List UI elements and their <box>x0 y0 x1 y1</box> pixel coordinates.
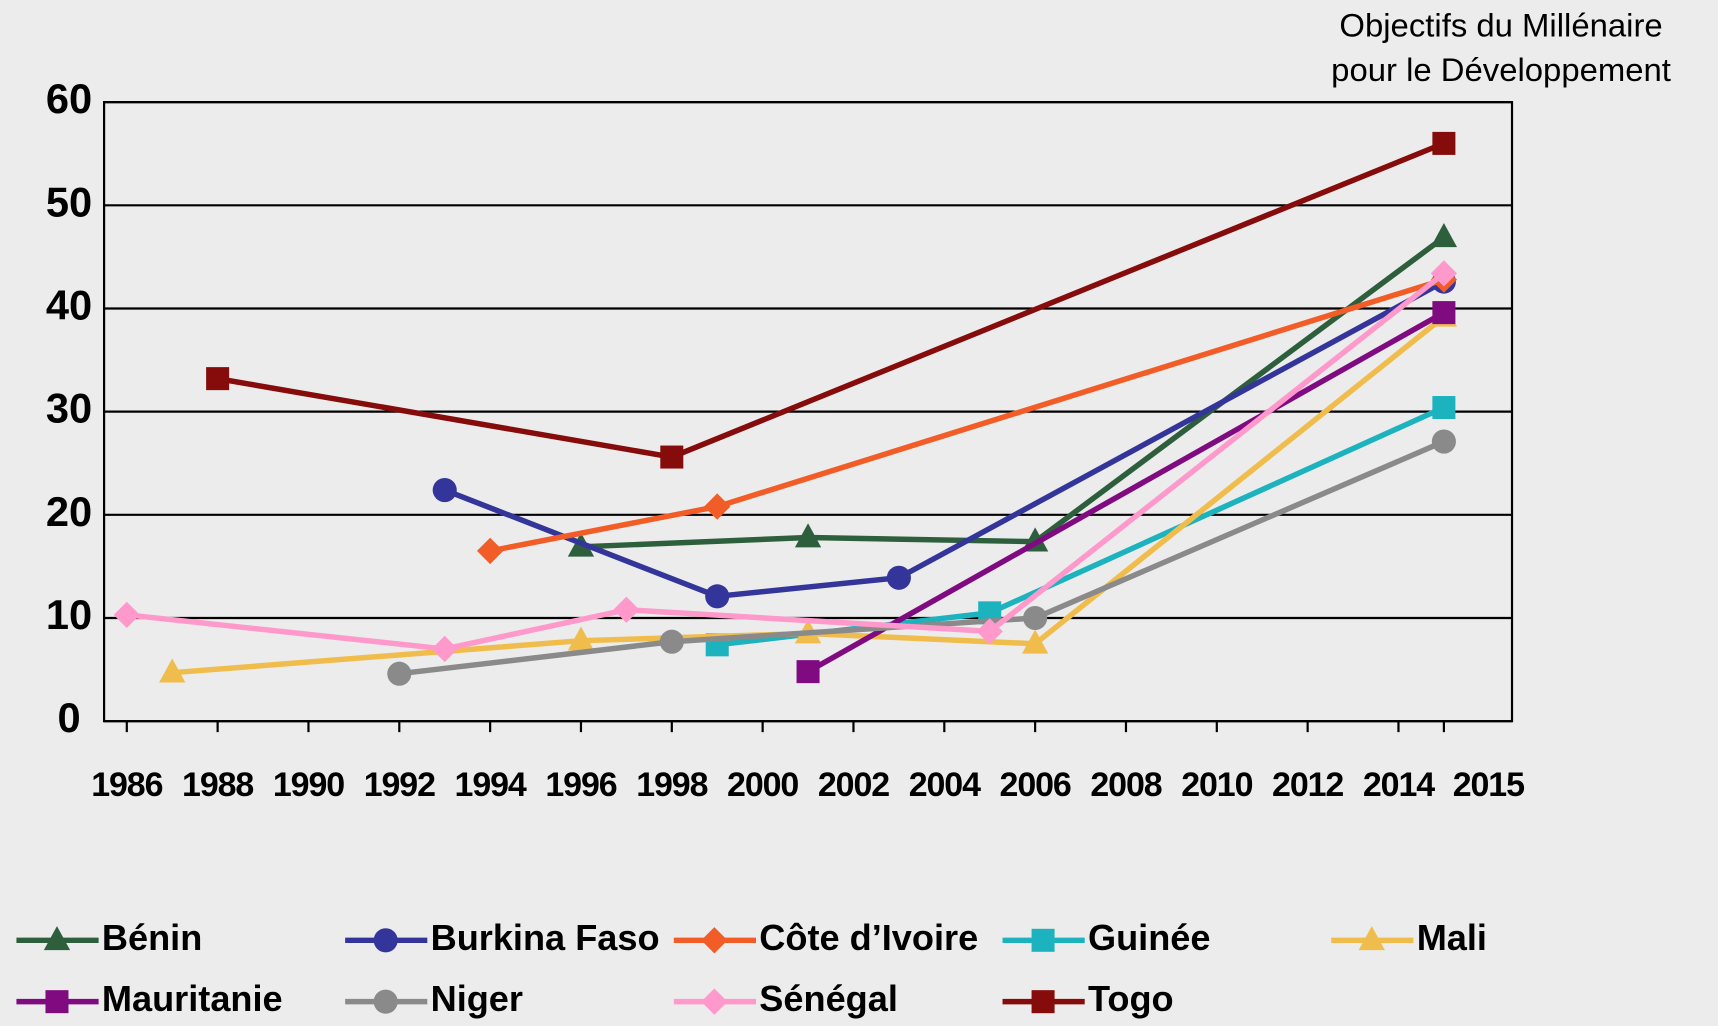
marker <box>796 660 820 684</box>
marker <box>886 565 911 590</box>
legend-label: Burkina Faso <box>431 917 660 958</box>
marker <box>476 537 504 565</box>
legend-item: Guinée <box>1002 917 1211 958</box>
x-tick-label: 1988 <box>182 766 253 804</box>
marker <box>431 635 458 663</box>
marker <box>705 584 730 609</box>
marker <box>373 989 398 1014</box>
marker <box>43 926 71 951</box>
annotation: pour le Développement <box>1331 51 1671 88</box>
marker <box>659 629 684 654</box>
marker <box>1432 131 1456 155</box>
x-tick-label: 2008 <box>1090 766 1161 804</box>
y-tick-label: 20 <box>46 488 92 535</box>
x-tick-label: 2010 <box>1181 766 1252 804</box>
y-tick-label: 50 <box>46 178 92 225</box>
marker <box>1432 301 1456 325</box>
x-tick-label: 2015 <box>1453 766 1524 804</box>
marker <box>373 928 398 953</box>
legend-label: Mali <box>1417 917 1487 958</box>
marker <box>1031 928 1055 952</box>
legend-item: Burkina Faso <box>345 917 660 958</box>
series <box>113 260 1458 663</box>
legend-item: Sénégal <box>673 978 898 1019</box>
y-tick-label: 60 <box>46 75 92 122</box>
legend-label: Côte d’Ivoire <box>759 917 978 958</box>
series-line <box>806 310 1446 675</box>
marker <box>976 618 1003 645</box>
marker <box>387 661 412 686</box>
legend-item: Côte d’Ivoire <box>673 917 978 958</box>
x-tick-label: 2000 <box>727 766 798 804</box>
series-line <box>489 276 1445 554</box>
x-tick-label: 1998 <box>636 766 707 804</box>
series-line <box>580 235 1446 550</box>
x-tick-label: 2004 <box>909 766 981 804</box>
x-tick-label: 1996 <box>545 766 616 804</box>
marker <box>113 601 140 629</box>
marker <box>613 596 640 623</box>
y-tick-label: 0 <box>57 694 80 741</box>
marker <box>1021 629 1049 654</box>
marker <box>432 478 457 503</box>
marker <box>45 990 69 1014</box>
series-line <box>443 279 1446 600</box>
marker <box>1031 990 1055 1014</box>
legend-label: Bénin <box>102 917 202 958</box>
marker <box>1358 926 1385 951</box>
marker <box>567 626 595 651</box>
marker <box>1430 260 1458 287</box>
x-tick-label: 2012 <box>1272 766 1343 804</box>
x-tick-label: 2014 <box>1363 766 1435 804</box>
annotation: Objectifs du Millénaire <box>1339 6 1662 43</box>
x-tick-label: 2006 <box>1000 766 1071 804</box>
series-line <box>398 439 1445 677</box>
x-tick-label: 1990 <box>273 766 344 804</box>
legend-item: Mauritanie <box>16 978 283 1019</box>
marker <box>1430 223 1458 248</box>
series <box>206 131 1456 469</box>
series <box>476 266 1458 565</box>
series <box>432 269 1456 609</box>
marker <box>1431 429 1456 454</box>
y-tick-label: 40 <box>46 281 92 328</box>
legend-item: Togo <box>1002 978 1174 1019</box>
x-tick-label: 1994 <box>455 766 527 804</box>
marker <box>159 658 186 683</box>
marker <box>701 927 728 954</box>
y-tick-label: 10 <box>46 591 92 638</box>
series <box>387 429 1456 686</box>
marker <box>660 445 684 469</box>
marker <box>1432 396 1456 420</box>
legend-item: Niger <box>345 978 523 1019</box>
legend-label: Togo <box>1088 978 1174 1019</box>
series-line <box>126 271 1446 652</box>
marker <box>1023 605 1048 631</box>
x-tick-label: 1992 <box>364 766 435 804</box>
legend-label: Guinée <box>1088 917 1211 958</box>
x-tick-label: 1986 <box>91 766 162 804</box>
legend-item: Mali <box>1331 917 1487 958</box>
series-line <box>217 140 1445 460</box>
marker <box>206 367 230 391</box>
marker <box>701 988 728 1015</box>
series <box>567 223 1458 557</box>
legend-label: Sénégal <box>759 978 898 1019</box>
series <box>796 301 1456 684</box>
legend-item: Bénin <box>16 917 202 958</box>
x-tick-label: 2002 <box>818 766 889 804</box>
y-tick-label: 30 <box>46 385 92 432</box>
legend-label: Mauritanie <box>102 978 283 1019</box>
marker <box>794 523 822 548</box>
legend-label: Niger <box>431 978 523 1019</box>
